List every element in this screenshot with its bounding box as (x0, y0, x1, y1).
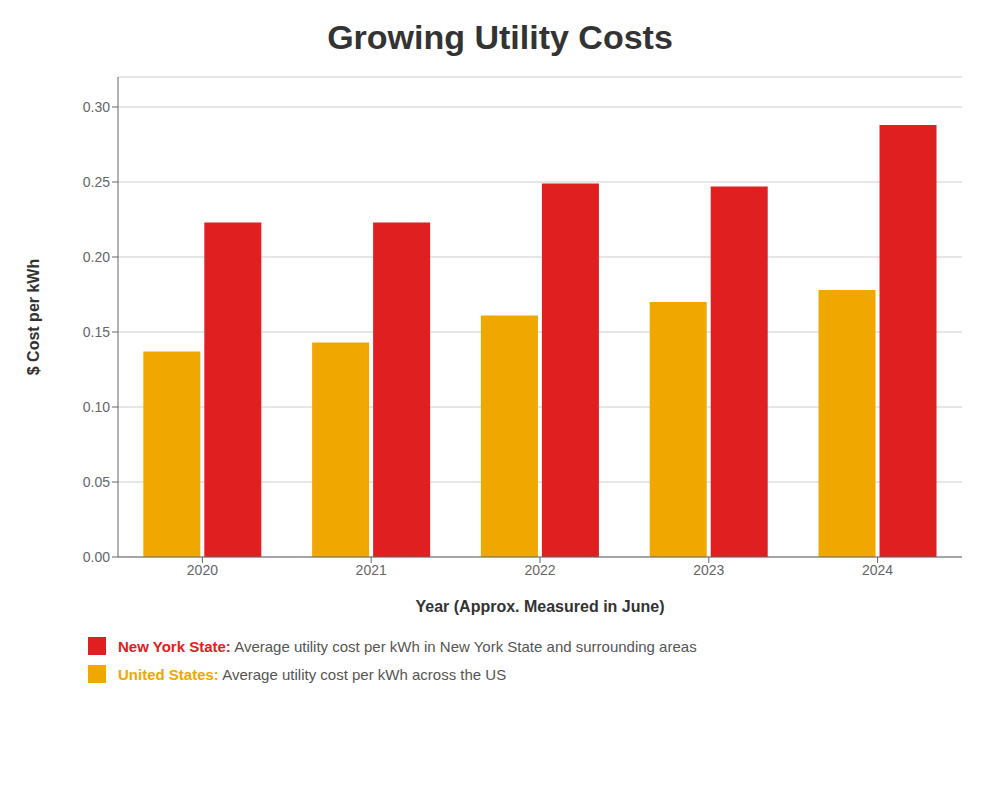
svg-text:0.00: 0.00 (83, 549, 110, 565)
svg-text:0.10: 0.10 (83, 399, 110, 415)
html-text:United States: Average utility: United States: Average utility cost per … (118, 665, 507, 683)
svg-text:0.20: 0.20 (83, 249, 110, 265)
html-text:Growing Utility Costs: Growing Utility Costs (327, 18, 673, 56)
svg-text:2022: 2022 (524, 562, 555, 578)
svg-text:$ Cost per kWh: $ Cost per kWh (25, 259, 42, 375)
html-text:New York State: Average utilit: New York State: Average utility cost per… (118, 637, 697, 655)
svg-text:0.15: 0.15 (83, 324, 110, 340)
svg-text:2024: 2024 (862, 562, 893, 578)
svg-text:2023: 2023 (693, 562, 724, 578)
svg-text:Year (Approx. Measured in June: Year (Approx. Measured in June) (416, 598, 665, 615)
svg-text:2020: 2020 (187, 562, 218, 578)
svg-text:2021: 2021 (356, 562, 387, 578)
svg-text:0.30: 0.30 (83, 99, 110, 115)
svg-text:0.25: 0.25 (83, 174, 110, 190)
svg-text:0.05: 0.05 (83, 474, 110, 490)
